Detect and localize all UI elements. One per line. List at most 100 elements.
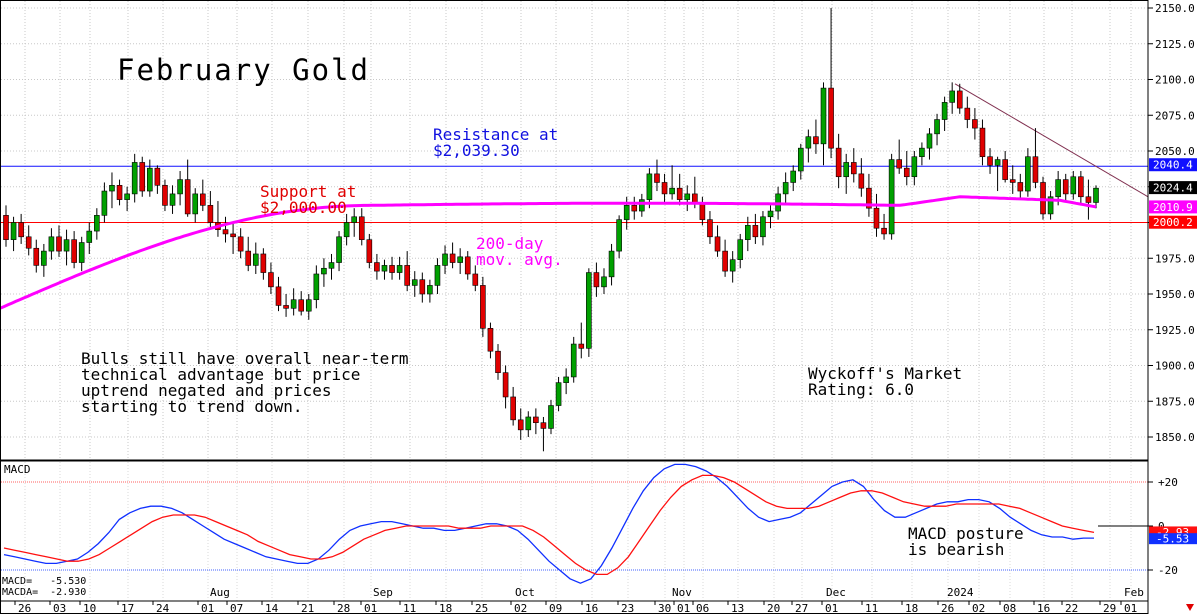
candle-body <box>94 215 100 232</box>
candle-body <box>1047 196 1054 215</box>
month-label: Feb <box>1124 586 1144 599</box>
x-tick-label: 16 <box>585 602 598 614</box>
y-tick-label: 1875.0 <box>1155 395 1195 408</box>
candle-body <box>109 185 115 192</box>
candle-body <box>1055 179 1061 198</box>
candle-body <box>684 193 691 200</box>
candle-body <box>601 276 607 288</box>
y-tick-label: 1975.0 <box>1155 252 1195 265</box>
x-tick-label: 20 <box>767 602 780 614</box>
downtrend-line <box>954 83 1149 198</box>
candle-body <box>631 205 638 212</box>
candle-body <box>1009 179 1016 183</box>
candle-body <box>745 225 751 240</box>
moving-average-annotation: 200-day mov. avg. <box>476 234 563 269</box>
x-tick-label: 11 <box>403 602 416 614</box>
candle-body <box>941 102 948 120</box>
macd-y-tick-label: -20 <box>1158 564 1178 577</box>
x-tick-label: 02 <box>514 602 527 614</box>
candle-body <box>608 250 615 278</box>
candle-body <box>442 253 448 266</box>
candle-body <box>336 236 342 263</box>
moving-average-price-tag: 2010.9 <box>1153 201 1193 214</box>
candle-body <box>41 250 47 266</box>
candle-body <box>593 272 600 288</box>
candle-body <box>525 416 532 431</box>
x-tick-label: 23 <box>621 602 634 614</box>
x-tick-label: 08 <box>1003 602 1016 614</box>
x-tick-label: 01 <box>677 602 690 614</box>
candle-body <box>472 273 479 286</box>
macd-panel <box>1 463 1148 584</box>
candle-body <box>162 185 168 206</box>
candle-body <box>578 343 585 349</box>
candle-body <box>888 159 895 235</box>
candle-body <box>245 250 252 266</box>
grid-lines <box>1 1 1148 601</box>
candle-body <box>328 262 335 269</box>
x-tick-label: 16 <box>1037 602 1050 614</box>
candle-body <box>987 156 993 166</box>
scroll-arrow-icon <box>1186 604 1194 611</box>
candle-body <box>411 279 418 286</box>
candle-body <box>381 265 388 272</box>
candle-body <box>78 242 85 263</box>
candle-body <box>116 185 123 200</box>
candle-body <box>1085 196 1092 203</box>
candle-body <box>18 222 24 238</box>
candle-body <box>33 247 40 266</box>
candle-body <box>646 173 653 200</box>
macd-readout: MACD= -5.530 <box>2 576 87 587</box>
macda-readout: MACDA= -2.930 <box>2 587 87 598</box>
x-tick-label: 09 <box>549 602 562 614</box>
candle-body <box>343 222 350 238</box>
macd-value-tag-bg <box>1149 533 1197 545</box>
x-tick-label: 22 <box>1065 602 1078 614</box>
x-tick-label: 30 <box>658 602 671 614</box>
candle-body <box>305 299 312 312</box>
x-tick-label: 18 <box>905 602 918 614</box>
x-tick-label: 18 <box>439 602 452 614</box>
candle-body <box>903 167 910 178</box>
candle-body <box>616 219 622 252</box>
candle-body <box>555 382 562 406</box>
candle-body <box>449 253 456 263</box>
x-tick-label: 06 <box>696 602 709 614</box>
x-tick-label: 24 <box>156 602 170 614</box>
candle-body <box>3 215 9 240</box>
candle-body <box>351 216 357 223</box>
candle-body <box>729 259 736 272</box>
candle-body <box>866 187 872 209</box>
candle-body <box>147 167 153 192</box>
y-tick-label: 2150.0 <box>1155 2 1195 15</box>
candle-body <box>964 107 971 120</box>
candle-body <box>510 396 516 421</box>
x-tick-label: 14 <box>265 602 279 614</box>
x-tick-label: 21 <box>301 602 314 614</box>
month-label: Aug <box>210 586 230 599</box>
rating-annotation: Wyckoff's Market Rating: 6.0 <box>808 364 963 399</box>
candle-body <box>752 225 759 238</box>
candle-body <box>200 193 206 206</box>
candle-body <box>782 182 789 195</box>
x-tick-label: 27 <box>795 602 808 614</box>
candle-body <box>434 265 441 286</box>
x-tick-label: 13 <box>731 602 744 614</box>
candle-body <box>374 262 380 272</box>
y-tick-label: 1900.0 <box>1155 360 1195 373</box>
level-lines <box>1 83 1149 223</box>
candle-body <box>139 162 146 192</box>
candle-body <box>661 182 668 195</box>
candles <box>3 8 1099 452</box>
y-tick-label: 1850.0 <box>1155 431 1195 444</box>
x-tick-label: 11 <box>865 602 878 614</box>
candle-body <box>1025 156 1031 192</box>
candle-body <box>71 239 77 263</box>
x-tick-label: 01 <box>1124 602 1137 614</box>
candle-body <box>692 193 698 203</box>
y-tick-label: 2050.0 <box>1155 145 1195 158</box>
candle-body <box>850 162 857 175</box>
candle-body <box>457 256 463 263</box>
y-tick-label: 1950.0 <box>1155 288 1195 301</box>
